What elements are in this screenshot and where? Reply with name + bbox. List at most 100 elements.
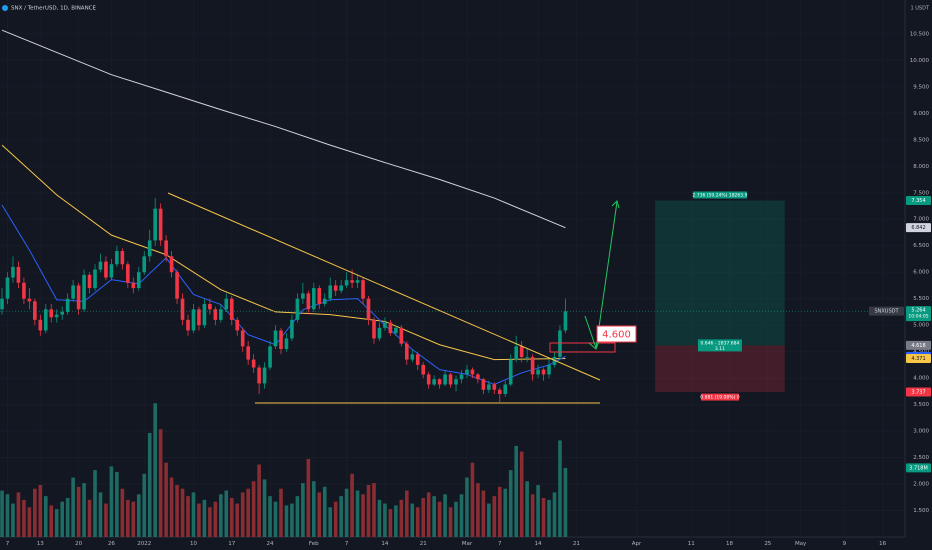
candle-body [109, 264, 114, 278]
volume-bar [71, 477, 75, 537]
candle-body [470, 369, 475, 375]
candle-body [328, 285, 333, 299]
arrow-head [588, 340, 600, 350]
volume-bar [301, 483, 305, 537]
candle-body [350, 280, 354, 283]
candle-body [104, 261, 108, 278]
volume-bar [279, 488, 283, 537]
volume-bar [312, 481, 316, 537]
volume-bar [350, 473, 354, 537]
candle-body [497, 389, 502, 395]
volume-bar [377, 499, 382, 537]
candle-body [208, 303, 212, 310]
price-tag-bg [906, 387, 931, 397]
breakout-box [549, 342, 616, 353]
candle-body [377, 327, 382, 339]
candle-body [514, 346, 519, 360]
x-tick-label: 21 [573, 541, 580, 547]
price-tag: 3.737 [911, 390, 925, 396]
candle-body [563, 311, 568, 331]
candle-body [366, 298, 371, 320]
candle-body [547, 364, 551, 375]
volume-bar [109, 466, 114, 537]
volume-bar [404, 490, 409, 537]
price-tags: 7.3546.8424.6184.4114.3713.737SNXUSDT5.2… [869, 196, 931, 473]
ratio-label: 3.11 [715, 346, 725, 352]
volume-bar [186, 496, 190, 537]
candle-body [492, 384, 497, 390]
candle-body [312, 288, 316, 310]
price-tag-bg [906, 223, 931, 233]
candle-body [301, 293, 305, 299]
volume-bar [290, 503, 294, 537]
target-label-bg [692, 191, 747, 199]
trend-line [167, 192, 601, 381]
candle-body [5, 277, 10, 299]
candle-body [415, 354, 420, 365]
x-tick-label: 17 [228, 541, 235, 547]
y-tick-label: 5.500 [913, 296, 929, 302]
y-tick-label: 5.000 [913, 323, 929, 329]
volume-bar [65, 497, 70, 537]
volume-bar [273, 501, 278, 537]
axes: 1.5002.0002.5003.0003.5004.0004.5005.000… [6, 31, 930, 547]
volume-bar [22, 499, 26, 537]
volume-bar [175, 484, 179, 537]
volume-bar [197, 503, 201, 537]
candle-body [344, 280, 349, 286]
volume-bar [142, 473, 147, 537]
candle-body [536, 369, 540, 375]
x-tick-label: 14 [535, 541, 542, 547]
volume-bar [448, 507, 453, 537]
volume-bar [0, 490, 4, 537]
volume-pane [0, 403, 568, 537]
y-tick-label: 2.000 [913, 482, 929, 488]
y-tick-label: 8.000 [913, 164, 929, 170]
indicators [1, 29, 566, 386]
price-tag: 4.371 [911, 356, 925, 362]
x-tick-label: 13 [37, 541, 44, 547]
volume-bar [525, 481, 529, 537]
volume-bar [514, 445, 519, 537]
volume-bar [136, 494, 141, 537]
annotation-text: 4.600 [602, 330, 631, 341]
candle-body [476, 374, 480, 380]
candle-body [421, 364, 426, 375]
volume-bar [322, 486, 327, 537]
candle-body [290, 319, 294, 339]
volume-bar [169, 477, 174, 537]
volume-bar [388, 509, 393, 537]
candle-body [503, 384, 508, 395]
price-tag-bg [906, 196, 931, 206]
candle-body [257, 367, 261, 384]
candle-body [279, 330, 283, 349]
candle-body [164, 240, 168, 257]
volume-bar [158, 429, 163, 537]
volume-bar [202, 499, 207, 537]
volume-bar [38, 484, 43, 537]
volume-bar [284, 505, 289, 537]
volume-bar [426, 492, 431, 537]
volume-bar [552, 492, 557, 537]
candle-body [229, 298, 234, 320]
volume-bar [547, 499, 551, 537]
candle-body [219, 309, 223, 320]
volume-bar [246, 488, 250, 537]
candle-body [38, 319, 43, 331]
candle-body [317, 288, 322, 304]
y-tick-label: 9.500 [913, 84, 929, 90]
volume-bar [508, 470, 513, 537]
y-tick-label: 2.500 [913, 455, 929, 461]
candle-body [388, 322, 393, 334]
candle-body [27, 298, 32, 302]
candle-body [262, 367, 267, 384]
volume-bar [54, 509, 59, 537]
candle-body [273, 330, 278, 347]
volume-bar [235, 503, 240, 537]
candle-body [235, 319, 240, 331]
candle-body [76, 285, 81, 310]
candle-body [158, 208, 163, 241]
volume-bar [558, 440, 562, 537]
volume-bar [437, 501, 442, 537]
